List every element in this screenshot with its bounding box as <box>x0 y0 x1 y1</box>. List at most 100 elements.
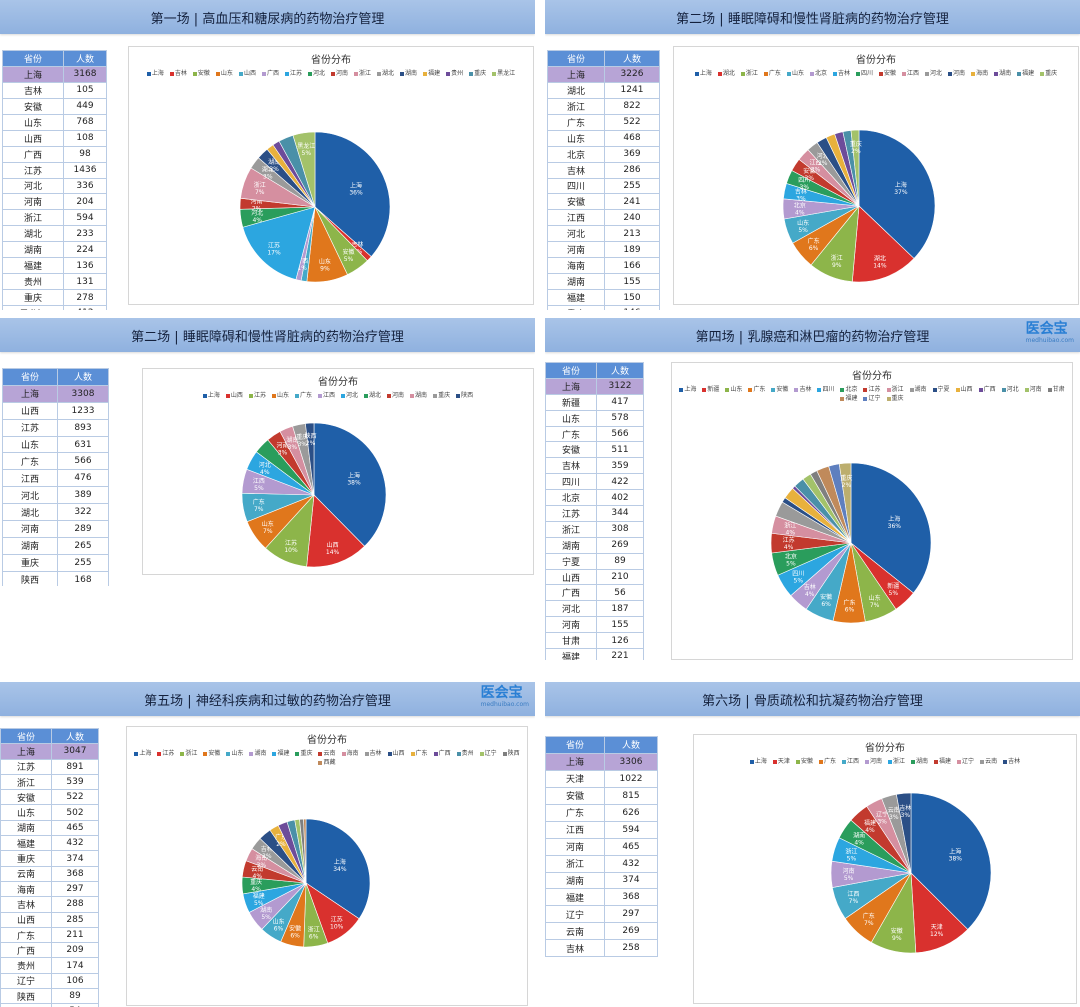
count-cell: 204 <box>63 193 107 211</box>
legend-swatch <box>786 71 791 76</box>
province-cell: 湖南 <box>545 536 597 554</box>
slice-label-name: 吉林 <box>795 187 807 195</box>
province-cell: 云南 <box>0 865 52 882</box>
legend-swatch <box>364 393 369 398</box>
legend-label: 湖北 <box>722 70 735 77</box>
legend-label: 浙江 <box>745 70 758 77</box>
legend-item: 北京 <box>809 69 827 78</box>
table-row: 福建 150 <box>547 289 660 306</box>
legend-label: 江苏 <box>868 386 881 393</box>
legend-swatch <box>863 396 868 401</box>
slice-label-percent: 14% <box>326 549 340 556</box>
slice-label-name: 江西 <box>253 478 265 485</box>
legend-label: 山东 <box>276 392 289 399</box>
legend-label: 河北 <box>1006 386 1019 393</box>
slice-label-name: 四川 <box>798 177 810 184</box>
legend-swatch <box>387 751 392 756</box>
province-cell: 广东 <box>547 113 605 131</box>
count-cell: 255 <box>604 177 660 195</box>
province-cell: 山西 <box>2 129 64 147</box>
count-cell: 322 <box>57 503 109 522</box>
legend-item: 上海 <box>134 749 151 758</box>
table-row: 湖北 233 <box>2 225 107 243</box>
table-row: 吉林 258 <box>545 939 658 958</box>
table-header-row: 省份 人数 <box>0 727 99 745</box>
slice-label-percent: 9% <box>892 935 902 942</box>
logo-text: 医会宝 <box>1025 321 1068 337</box>
legend-label: 天津 <box>777 758 790 765</box>
table-row: 山东 768 <box>2 113 107 131</box>
count-cell: 465 <box>51 819 99 837</box>
province-cell: 河南 <box>547 241 605 259</box>
legend-label: 河北 <box>930 70 943 77</box>
legend-item: 陕西 <box>502 749 520 758</box>
legend-swatch <box>456 751 461 756</box>
slice-label-name: 山东 <box>869 594 881 602</box>
legend-swatch <box>1017 71 1022 76</box>
session-panel-5: 第五场 | 神经科疾病和过敏的药物治疗管理 医会宝 medhuibao.com 省份人… <box>0 682 535 1007</box>
table-row: 江西 240 <box>547 209 660 227</box>
legend-item: 河北 <box>1001 385 1019 394</box>
legend-label: 河北 <box>312 70 325 77</box>
chart-legend: 上海 吉林 安徽 山东 山西 广西 江苏 河北 河南 浙江 湖北 湖南 福建 贵州 重庆 黑龙江 <box>133 69 529 78</box>
slice-label-percent: 4% <box>865 827 875 834</box>
legend-item: 湖南 <box>249 749 266 758</box>
slice-label-percent: 5% <box>786 561 796 568</box>
column-header-count: 人数 <box>596 362 644 379</box>
legend-item: 贵州 <box>446 69 463 78</box>
count-cell: 146 <box>604 305 660 310</box>
legend-swatch <box>318 751 323 756</box>
count-cell: 174 <box>51 957 99 974</box>
count-cell: 240 <box>604 209 660 227</box>
legend-item: 山西 <box>238 69 256 78</box>
legend-label: 福建 <box>1022 70 1035 77</box>
legend-swatch <box>192 71 197 76</box>
legend-item: 福建 <box>1017 69 1034 78</box>
slice-label-name: 山东 <box>319 258 331 266</box>
legend-swatch <box>433 393 438 398</box>
medhuibao-logo: 医会宝 medhuibao.com <box>1026 321 1074 344</box>
slice-label-name: 重庆 <box>296 433 308 441</box>
legend-item: 福建 <box>840 394 857 403</box>
legend-label: 上海 <box>139 750 152 757</box>
table-header-row: 省份 人数 <box>2 368 109 386</box>
province-cell: 天津 <box>545 769 605 788</box>
slice-label-percent: 34% <box>333 866 347 873</box>
province-cell: 吉林 <box>2 81 64 99</box>
table-row: 四川 255 <box>547 177 660 195</box>
legend-label: 湖南 <box>916 758 929 765</box>
slice-label-name: 黑龙江 <box>297 142 315 150</box>
table-row: 河北 389 <box>2 486 109 505</box>
pie-slice <box>313 422 387 547</box>
legend-swatch <box>725 387 730 392</box>
legend-swatch <box>341 393 345 398</box>
slice-label-name: 江苏 <box>268 242 280 250</box>
table-row: 海南 166 <box>547 257 660 275</box>
legend-swatch <box>307 71 312 76</box>
table-row: 北京 402 <box>545 489 644 507</box>
legend-swatch <box>794 387 799 392</box>
legend-swatch <box>795 759 800 764</box>
count-cell: 288 <box>51 896 99 913</box>
count-cell: 422 <box>596 473 644 491</box>
count-cell: 631 <box>57 435 109 454</box>
legend-label: 广西 <box>438 750 451 757</box>
province-cell: 安徽 <box>0 789 52 806</box>
slice-label-name: 重庆 <box>250 878 262 886</box>
province-count-table: 省份 人数 上海 3308 山西 1233 江苏 893 山东 631 广东 566 江西 476 河北 38… <box>2 368 109 586</box>
count-cell: 278 <box>63 289 107 306</box>
pie-slice <box>242 206 316 280</box>
legend-label: 贵州 <box>461 750 474 757</box>
slice-label-percent: 4% <box>253 873 263 880</box>
slice-label-name: 湖南 <box>268 158 280 166</box>
legend-swatch <box>354 71 359 76</box>
slice-label-name: 山东 <box>797 219 809 227</box>
table-row: 安徽 815 <box>545 786 658 805</box>
province-cell: 上海 <box>2 65 64 83</box>
count-cell: 3306 <box>604 752 658 771</box>
slice-label-name: 吉林 <box>261 845 273 853</box>
count-cell: 286 <box>604 161 660 179</box>
column-header-count: 人数 <box>51 727 99 745</box>
slice-label-name: 上海 <box>348 472 360 480</box>
pie-slice <box>910 792 992 930</box>
